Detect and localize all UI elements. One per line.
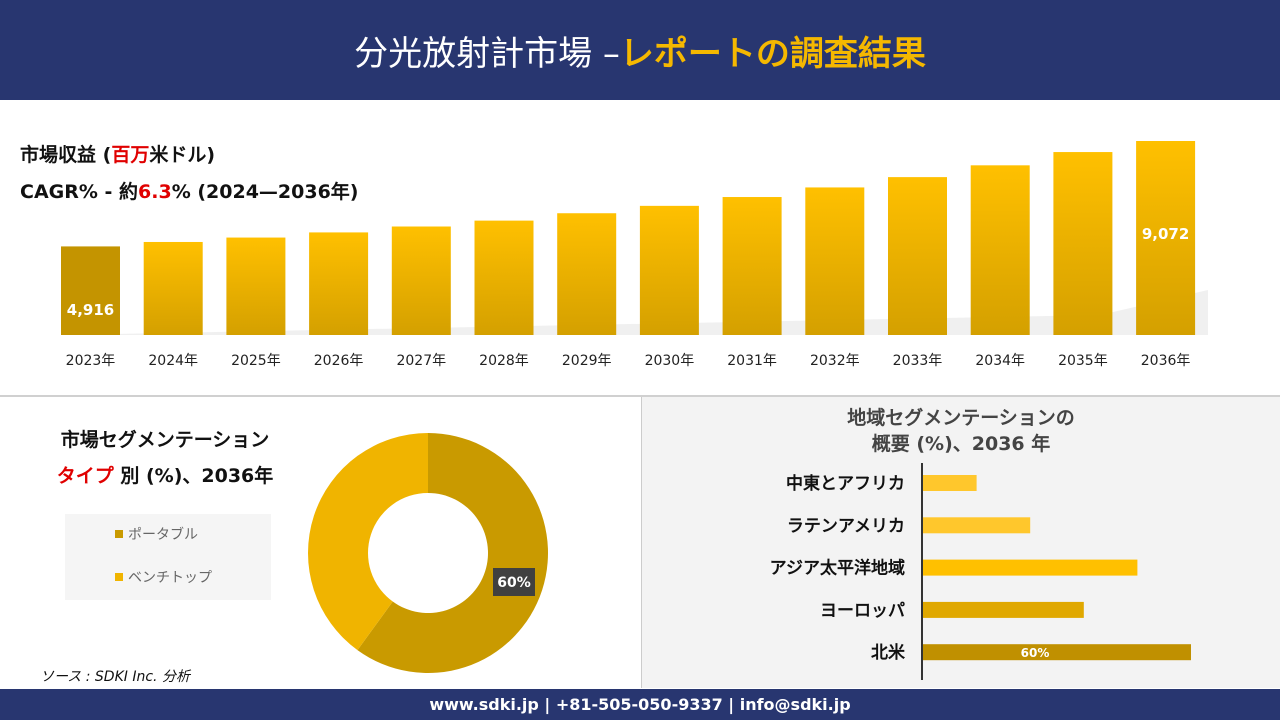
legend-item-portable: ポータブル: [115, 524, 198, 544]
revenue-bar: [970, 165, 1030, 335]
legend-label: ベンチトップ: [128, 570, 212, 586]
donut-label-box: [493, 568, 535, 596]
revenue-bar: [1053, 152, 1113, 335]
region-title: 地域セグメンテーションの 概要 (%)、2036 年: [642, 405, 1280, 457]
segment-title-line2: タイプ 別 (%)、2036年: [30, 458, 300, 494]
revenue-bar: [805, 187, 865, 335]
region-title-line2: 概要 (%)、2036 年: [871, 433, 1051, 455]
region-bar: [923, 517, 1031, 534]
title-accent: レポートの調査結果: [619, 33, 926, 74]
segment-type: タイプ: [56, 465, 114, 487]
legend-label: ポータブル: [128, 527, 198, 543]
year-tick-label: 2034年: [975, 353, 1025, 369]
year-tick-label: 2027年: [396, 353, 446, 369]
region-bar: [923, 475, 977, 491]
region-label: ラテンアメリカ: [787, 516, 905, 536]
bar-data-label: 9,072: [1142, 225, 1189, 243]
revenue-bar: [226, 237, 286, 335]
revenue-label-unit: 百万: [111, 144, 150, 166]
revenue-bar: [639, 205, 699, 335]
region-bar: [923, 644, 1191, 661]
region-title-line1: 地域セグメンテーションの: [847, 407, 1075, 429]
region-label: 北米: [871, 642, 906, 663]
legend-item-benchtop: ベンチトップ: [115, 567, 212, 587]
donut-slice-benchtop: [307, 433, 428, 651]
donut-slice-portable: [357, 433, 548, 673]
year-tick-label: 2026年: [314, 353, 364, 369]
revenue-bar: [309, 232, 369, 335]
revenue-label-prefix: 市場収益 (: [20, 144, 112, 166]
revenue-bar: [722, 197, 782, 335]
year-tick-label: 2031年: [727, 353, 777, 369]
year-tick-label: 2023年: [66, 353, 116, 369]
segment-title-line1: 市場セグメンテーション: [60, 429, 270, 451]
source-note: ソース : SDKI Inc. 分析: [40, 669, 190, 685]
donut-data-label: 60%: [497, 575, 531, 591]
year-tick-label: 2033年: [893, 353, 943, 369]
year-tick-label: 2025年: [231, 353, 281, 369]
section-divider: [0, 395, 1280, 397]
type-donut-chart: 60%: [307, 433, 548, 673]
cagr-suffix: % (2024—2036年): [171, 181, 359, 203]
revenue-bar-chart: 2023年 4,916 2024年 2025年 2026年 2027年 2028年 2029年…: [60, 141, 1208, 369]
revenue-bar: [1136, 141, 1196, 335]
region-label: ヨーロッパ: [820, 601, 905, 621]
region-label: 中東とアフリカ: [786, 473, 905, 494]
cagr-label: CAGR% - 約6.3% (2024—2036年): [20, 177, 358, 204]
region-bar: [923, 559, 1138, 576]
legend-swatch: [115, 573, 123, 581]
year-tick-label: 2035年: [1058, 353, 1108, 369]
year-tick-label: 2029年: [562, 353, 612, 369]
revenue-bar: [391, 226, 451, 335]
year-tick-label: 2036年: [1141, 353, 1191, 369]
revenue-bar: [474, 220, 534, 335]
region-data-label: 60%: [1021, 646, 1050, 660]
year-tick-label: 2032年: [810, 353, 860, 369]
region-panel: 地域セグメンテーションの 概要 (%)、2036 年 中東とアフリカ ラテンアメリ…: [641, 397, 1280, 688]
title-main: 分光放射計市場 –: [354, 33, 620, 74]
region-label: アジア太平洋地域: [770, 558, 905, 579]
donut-legend: ポータブル ベンチトップ: [65, 514, 271, 600]
revenue-bar: [143, 241, 203, 335]
footer-contact: www.sdki.jp | +81-505-050-9337 | info@sd…: [0, 689, 1280, 720]
cagr-value: 6.3: [138, 181, 172, 203]
header-banner: 分光放射計市場 – レポートの調査結果: [0, 0, 1280, 100]
revenue-bar: [61, 246, 120, 335]
revenue-bar: [557, 213, 617, 335]
revenue-label: 市場収益 (百万米ドル): [20, 140, 215, 167]
region-bar: [923, 601, 1084, 618]
segment-title-rest: 別 (%)、2036年: [113, 465, 274, 487]
revenue-label-suffix: 米ドル): [149, 144, 216, 166]
cagr-prefix: CAGR% - 約: [20, 181, 139, 203]
year-tick-label: 2024年: [148, 353, 198, 369]
bar-data-label: 4,916: [67, 301, 114, 319]
revenue-bar: [888, 177, 947, 335]
year-tick-label: 2028年: [479, 353, 529, 369]
legend-swatch: [115, 530, 123, 538]
segment-title: 市場セグメンテーション タイプ 別 (%)、2036年: [30, 422, 300, 494]
year-tick-label: 2030年: [645, 353, 695, 369]
